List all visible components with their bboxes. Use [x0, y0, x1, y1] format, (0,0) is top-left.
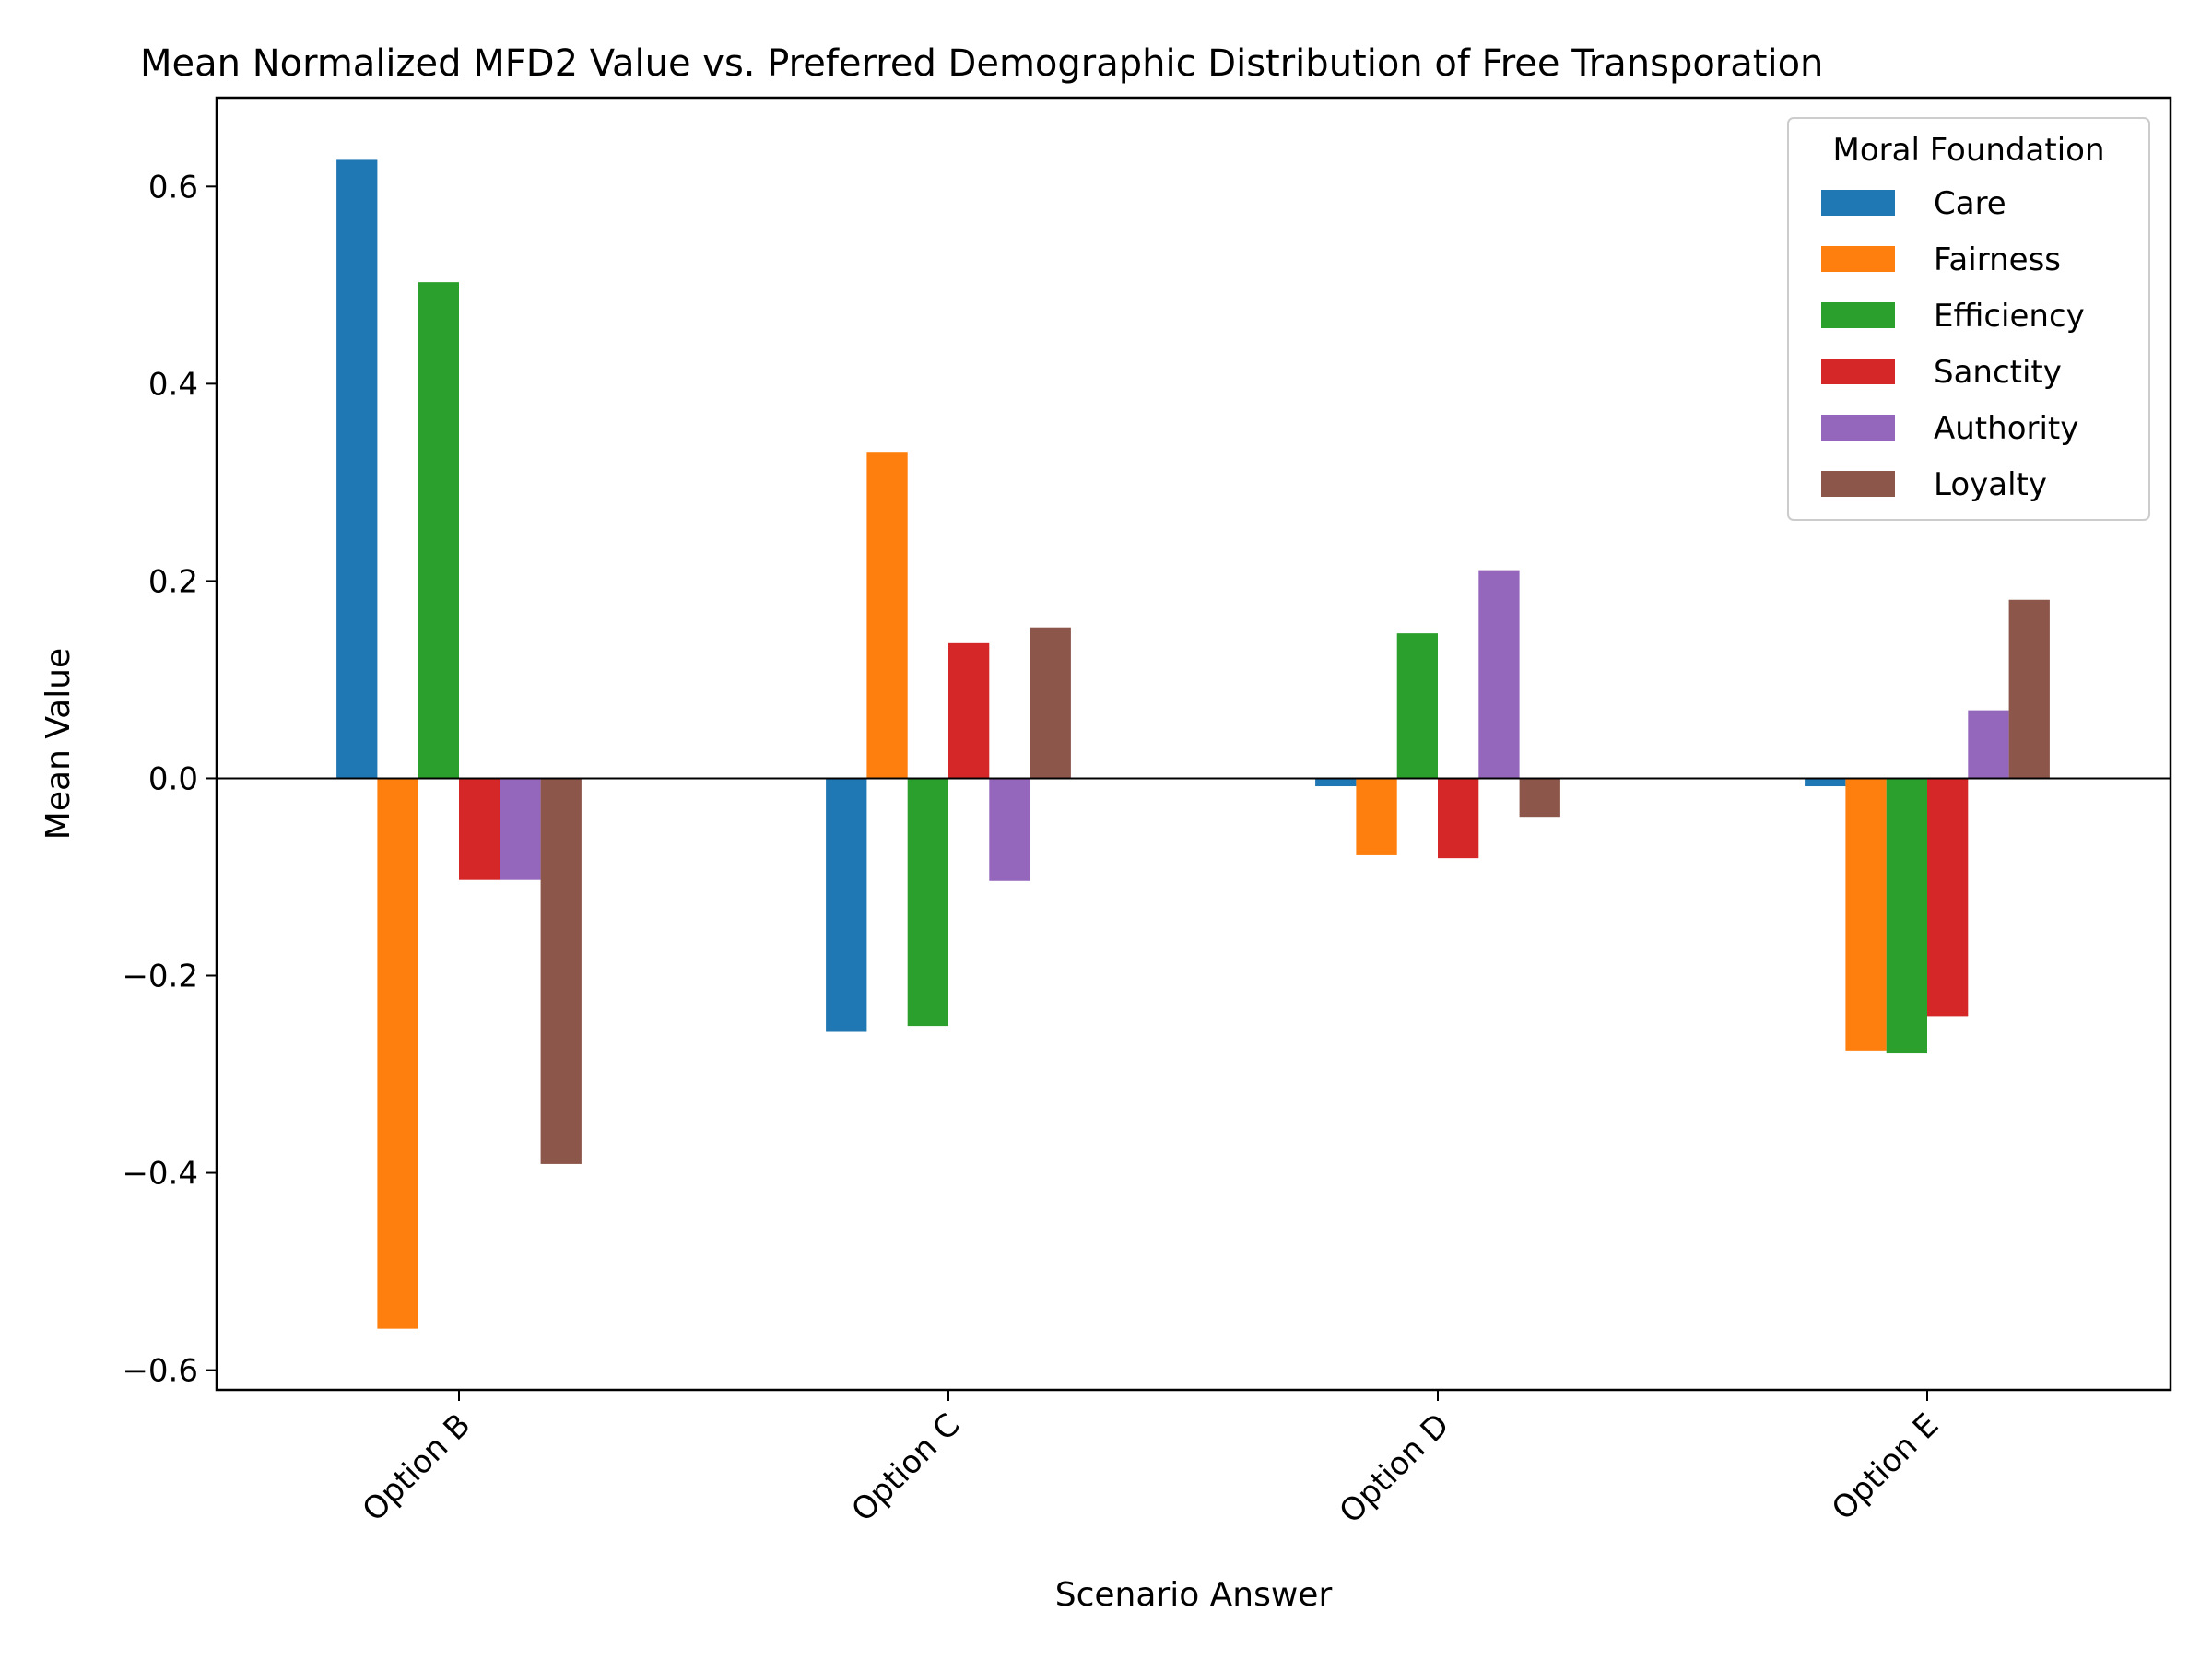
legend: Moral Foundation Care Fairness Efficiency S…: [1787, 117, 2150, 521]
bar-authority-option-b: [500, 778, 541, 880]
legend-swatch-care: [1821, 190, 1895, 216]
bar-loyalty-option-e: [2008, 599, 2050, 779]
bar-authority-option-e: [1968, 710, 2009, 779]
bar-loyalty-option-b: [540, 778, 582, 1164]
bar-sanctity-option-c: [948, 642, 990, 779]
bars-group: [336, 159, 2050, 1329]
x-axis-label: Scenario Answer: [1055, 1576, 1333, 1614]
bar-authority-option-d: [1478, 570, 1520, 779]
bar-loyalty-option-c: [1030, 627, 1071, 779]
y-tick-label: 0.6: [148, 169, 198, 206]
y-tick-label: 0.0: [148, 760, 198, 797]
legend-label-fairness: Fairness: [1934, 241, 2061, 278]
bar-sanctity-option-d: [1438, 778, 1479, 859]
y-axis: −0.6 −0.4 −0.2 0.0 0.2 0.4 0.6: [122, 169, 217, 1390]
bar-efficiency-option-e: [1886, 778, 1927, 1054]
bar-loyalty-option-d: [1519, 778, 1560, 818]
bar-efficiency-option-c: [907, 778, 948, 1027]
x-tick-label: Option B: [356, 1406, 478, 1529]
legend-swatch-sanctity: [1821, 359, 1895, 384]
y-tick-label: 0.2: [148, 563, 198, 600]
x-axis: Option B Option C Option D Option E: [356, 1390, 1946, 1531]
y-tick-label: −0.2: [122, 959, 198, 995]
legend-swatch-fairness: [1821, 246, 1895, 272]
x-tick-label: Option D: [1333, 1406, 1457, 1531]
x-tick-label: Option E: [1825, 1406, 1946, 1527]
legend-swatch-authority: [1821, 415, 1895, 441]
bar-sanctity-option-e: [1927, 778, 1969, 1017]
bar-care-option-c: [826, 778, 867, 1032]
chart-title: Mean Normalized MFD2 Value vs. Preferred…: [140, 42, 1823, 85]
y-axis-label: Mean Value: [40, 648, 77, 840]
bar-efficiency-option-b: [418, 282, 459, 779]
y-tick-label: −0.4: [122, 1156, 198, 1193]
legend-label-care: Care: [1934, 185, 2006, 222]
plot-frame: [215, 96, 2172, 1392]
legend-label-efficiency: Efficiency: [1934, 298, 2085, 335]
bar-fairness-option-c: [866, 452, 908, 779]
legend-items: Care Fairness Efficiency Sanctity Authority L…: [1821, 185, 2085, 503]
bar-fairness-option-e: [1845, 778, 1887, 1051]
legend-label-loyalty: Loyalty: [1934, 466, 2047, 503]
legend-swatch-efficiency: [1821, 302, 1895, 328]
legend-label-authority: Authority: [1934, 410, 2078, 447]
y-tick-label: 0.4: [148, 366, 198, 403]
y-tick-label: −0.6: [122, 1353, 198, 1390]
bar-authority-option-c: [989, 778, 1030, 881]
bar-fairness-option-b: [377, 778, 418, 1329]
legend-title: Moral Foundation: [1833, 132, 2105, 169]
bar-fairness-option-d: [1356, 778, 1397, 855]
legend-label-sanctity: Sanctity: [1934, 354, 2062, 391]
bar-care-option-d: [1315, 778, 1357, 787]
bar-sanctity-option-b: [459, 778, 500, 880]
bar-care-option-b: [336, 159, 378, 779]
x-tick-label: Option C: [844, 1406, 967, 1529]
bar-care-option-e: [1805, 778, 1846, 787]
legend-swatch-loyalty: [1821, 471, 1895, 497]
bar-efficiency-option-d: [1396, 633, 1438, 779]
